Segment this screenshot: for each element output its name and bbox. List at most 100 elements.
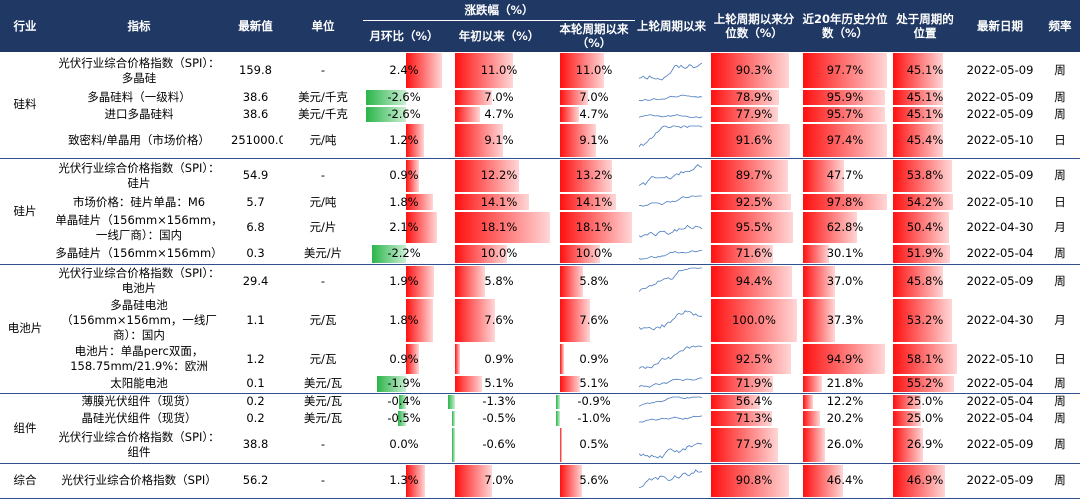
cell: 2022-05-04 <box>960 375 1040 394</box>
cell: 26.0% <box>800 427 890 464</box>
cell: 2.1% <box>363 211 445 244</box>
sparkline <box>639 125 703 148</box>
negative-bar <box>448 394 455 409</box>
positive-bar <box>405 124 424 157</box>
positive-bar <box>711 299 797 342</box>
cell-value: 97.4% <box>826 132 864 147</box>
positive-bar <box>803 107 886 122</box>
positive-bar <box>559 90 588 105</box>
cell: 单晶硅片（156mm×156mm，一线厂商）：国内 <box>55 212 223 242</box>
positive-bar <box>893 299 952 342</box>
cell: 2022-04-30 <box>966 313 1034 327</box>
cell: 45.4% <box>890 123 960 159</box>
sparkline-path <box>639 267 702 292</box>
positive-bar <box>405 299 433 342</box>
cell: 0.3 <box>228 244 283 265</box>
cell: -1.9% <box>363 375 445 394</box>
cell: 58.1% <box>890 343 960 375</box>
cell-value: 91.6% <box>735 132 773 147</box>
cell: 周 <box>1040 427 1080 464</box>
cell: - <box>320 168 326 183</box>
cell: -1.0% <box>553 410 635 427</box>
positive-bar <box>711 394 760 409</box>
cell-value: 7.6% <box>484 313 514 327</box>
table-row: 市场价格：硅片单晶：M6 5.7 元/吨 1.8% 14.1% 14.1% 92.5% 97.… <box>0 193 1080 211</box>
cell-value: 45.8% <box>906 273 944 288</box>
cell-value: 12.2% <box>480 168 518 183</box>
cell: 14.1% <box>445 193 553 211</box>
positive-bar <box>405 194 433 210</box>
sparkline <box>639 195 702 207</box>
cell-value: 77.9% <box>735 107 773 121</box>
positive-bar <box>711 212 794 243</box>
cell-value: 78.9% <box>735 90 773 104</box>
sparkline-path <box>639 415 703 423</box>
positive-bar <box>559 464 583 497</box>
sparkline-cell <box>635 298 708 343</box>
positive-bar <box>803 428 826 462</box>
sparkline <box>639 62 703 81</box>
cell: -2.6% <box>363 106 445 123</box>
cell-value: 0.0% <box>389 437 419 452</box>
positive-bar <box>893 344 957 374</box>
cell: 多晶硅电池（156mm×156mm，一线厂商）：国内 <box>61 298 217 342</box>
sparkline <box>639 267 702 292</box>
cell: 2022-05-09 <box>966 107 1034 121</box>
cell-value: 0.9% <box>389 168 419 183</box>
cell: 美元/片 <box>283 244 363 265</box>
positive-bar <box>559 245 600 263</box>
cell-value: 13.2% <box>575 168 613 183</box>
cell: 77.9% <box>708 106 800 123</box>
cell: 92.5% <box>708 193 800 211</box>
cell-value: 5.8% <box>579 273 609 288</box>
positive-bar <box>893 394 921 409</box>
positive-bar <box>803 411 821 426</box>
cell-value: 2.4% <box>389 63 419 77</box>
positive-bar <box>454 90 492 105</box>
cell: - <box>283 427 363 464</box>
cell-value: 53.2% <box>906 313 944 327</box>
cell-value: 47.7% <box>826 168 864 183</box>
cell: 47.7% <box>800 158 890 193</box>
column-header: 近20年历史分位数（%） <box>800 0 890 52</box>
cell-value: 11.0% <box>575 63 613 77</box>
cell: 周 <box>1054 90 1066 104</box>
positive-bar <box>893 53 943 88</box>
cell: 2022-05-09 <box>960 427 1040 464</box>
cell-value: 1.9% <box>389 273 419 288</box>
table-row: 电池片 光伏行业综合价格指数（SPI）：电池片 29.4-1.9% 5.8% 5.8% 9… <box>0 264 1080 394</box>
cell: 11.0% <box>445 52 553 89</box>
table-row: 硅片 光伏行业综合价格指数（SPI）：硅片 54.9 - 0.9% 12.2% 13.2% 8… <box>0 158 1080 265</box>
cell: 51.9% <box>890 244 960 265</box>
cell-value: 25.0% <box>906 411 944 425</box>
cell: 14.1% <box>553 193 635 211</box>
column-header: 本轮周期以来（%） <box>553 20 635 52</box>
sparkline <box>639 377 702 388</box>
cell: 1.2% <box>363 123 445 159</box>
positive-bar <box>711 245 773 263</box>
sparkline-path <box>639 62 703 81</box>
positive-bar <box>454 376 482 392</box>
cell: 38.8 <box>228 427 283 464</box>
sparkline-cell <box>635 123 708 159</box>
cell-value: 26.0% <box>826 437 864 452</box>
cell: 100.0% <box>708 298 800 343</box>
cell-value: 0.9% <box>579 351 609 366</box>
group-name: 组件 <box>0 393 50 464</box>
cell: 周 <box>1054 63 1066 77</box>
positive-bar <box>559 428 562 462</box>
cell-value: 21.8% <box>826 376 864 391</box>
cell: 7.0% <box>445 89 553 106</box>
positive-bar <box>803 53 887 88</box>
positive-bar <box>893 411 921 426</box>
sparkline-path <box>639 310 702 331</box>
cell-value: 51.9% <box>906 246 944 261</box>
cell-value: 45.4% <box>906 132 944 147</box>
sparkline-cell <box>635 375 708 394</box>
cell-value: 92.5% <box>735 351 773 366</box>
negative-bar <box>451 428 455 462</box>
table-row: 单晶硅片（156mm×156mm，一线厂商）：国内 6.8 元/片 2.1% 18.1%… <box>0 211 1080 244</box>
positive-bar <box>405 53 442 88</box>
positive-bar <box>454 53 513 88</box>
cell: -0.6% <box>445 427 553 464</box>
